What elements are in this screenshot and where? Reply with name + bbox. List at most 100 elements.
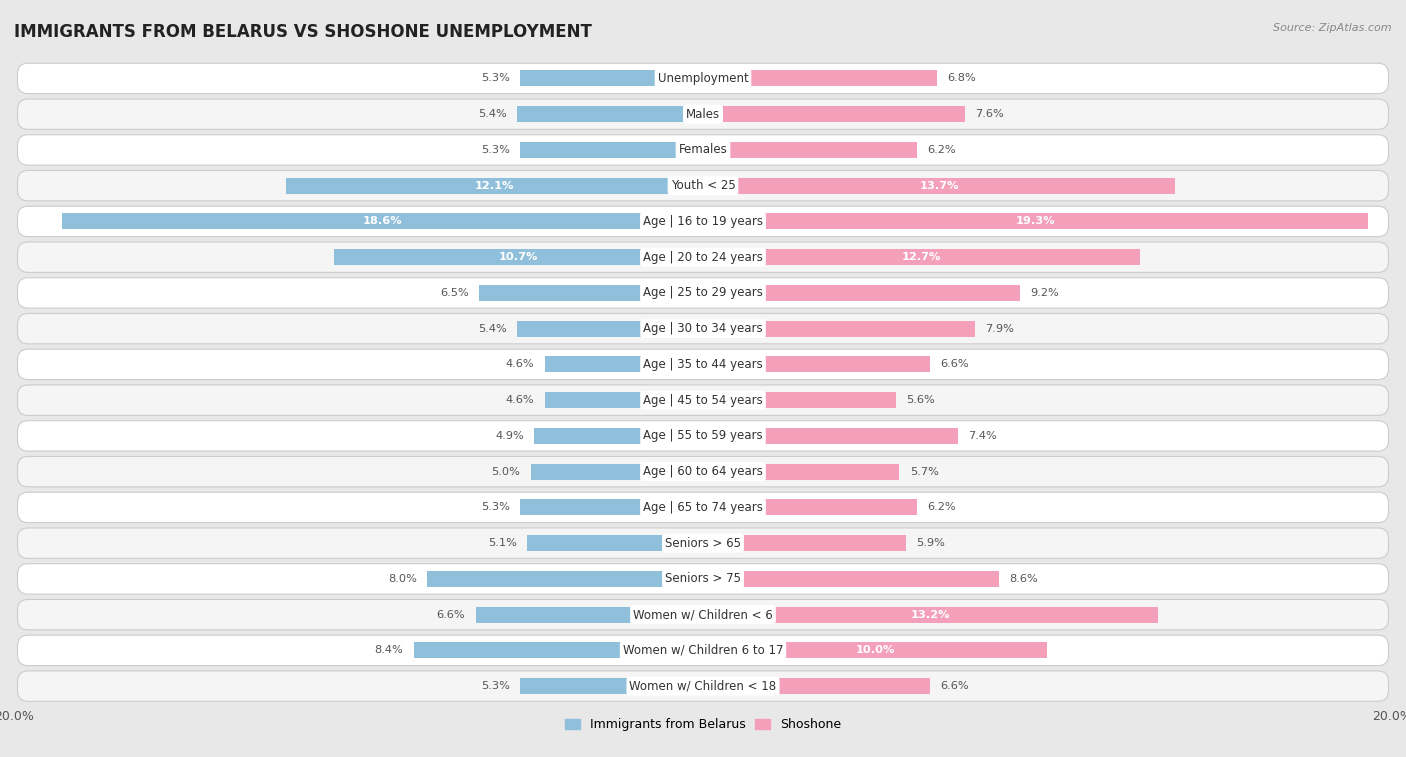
Text: Source: ZipAtlas.com: Source: ZipAtlas.com	[1274, 23, 1392, 33]
Text: Youth < 25: Youth < 25	[671, 179, 735, 192]
Text: Women w/ Children 6 to 17: Women w/ Children 6 to 17	[623, 644, 783, 657]
Bar	[517, 321, 703, 337]
Text: Women w/ Children < 6: Women w/ Children < 6	[633, 608, 773, 621]
Text: 4.6%: 4.6%	[506, 360, 534, 369]
Text: 18.6%: 18.6%	[363, 217, 402, 226]
Bar	[520, 678, 703, 694]
Text: 6.5%: 6.5%	[440, 288, 468, 298]
Text: 5.9%: 5.9%	[917, 538, 945, 548]
Text: 5.4%: 5.4%	[478, 324, 506, 334]
Text: 5.7%: 5.7%	[910, 466, 939, 477]
Text: 9.2%: 9.2%	[1031, 288, 1059, 298]
Bar	[703, 70, 938, 86]
FancyBboxPatch shape	[17, 635, 1389, 665]
Bar	[531, 463, 703, 480]
Bar	[703, 463, 900, 480]
FancyBboxPatch shape	[17, 206, 1389, 237]
FancyBboxPatch shape	[17, 64, 1389, 94]
Bar	[544, 392, 703, 408]
Bar	[703, 392, 896, 408]
Text: 10.0%: 10.0%	[855, 646, 896, 656]
Text: 19.3%: 19.3%	[1015, 217, 1056, 226]
Text: 5.1%: 5.1%	[488, 538, 517, 548]
Bar	[517, 106, 703, 122]
Bar	[703, 428, 957, 444]
Bar	[287, 178, 703, 194]
Bar	[527, 535, 703, 551]
Text: 12.1%: 12.1%	[475, 181, 515, 191]
FancyBboxPatch shape	[17, 99, 1389, 129]
Bar	[703, 213, 1368, 229]
Bar	[335, 249, 703, 265]
Text: 5.3%: 5.3%	[481, 681, 510, 691]
FancyBboxPatch shape	[17, 170, 1389, 201]
Bar	[703, 535, 907, 551]
Text: 5.3%: 5.3%	[481, 73, 510, 83]
FancyBboxPatch shape	[17, 564, 1389, 594]
FancyBboxPatch shape	[17, 492, 1389, 522]
Bar	[520, 500, 703, 516]
FancyBboxPatch shape	[17, 135, 1389, 165]
FancyBboxPatch shape	[17, 278, 1389, 308]
FancyBboxPatch shape	[17, 528, 1389, 559]
Text: Age | 60 to 64 years: Age | 60 to 64 years	[643, 465, 763, 478]
Text: 6.6%: 6.6%	[437, 609, 465, 620]
Text: 10.7%: 10.7%	[499, 252, 538, 262]
Text: 5.3%: 5.3%	[481, 503, 510, 512]
Bar	[703, 357, 931, 372]
FancyBboxPatch shape	[17, 313, 1389, 344]
Bar	[427, 571, 703, 587]
Text: 8.0%: 8.0%	[388, 574, 418, 584]
Text: 5.4%: 5.4%	[478, 109, 506, 119]
Bar	[703, 106, 965, 122]
Bar	[703, 178, 1175, 194]
Text: 7.4%: 7.4%	[969, 431, 997, 441]
Bar	[520, 70, 703, 86]
FancyBboxPatch shape	[17, 456, 1389, 487]
Text: 6.2%: 6.2%	[927, 145, 956, 155]
Text: 6.6%: 6.6%	[941, 681, 969, 691]
Text: Age | 25 to 29 years: Age | 25 to 29 years	[643, 286, 763, 300]
Bar	[703, 249, 1140, 265]
Text: Age | 45 to 54 years: Age | 45 to 54 years	[643, 394, 763, 407]
Text: 5.3%: 5.3%	[481, 145, 510, 155]
Bar	[520, 142, 703, 158]
Text: 6.8%: 6.8%	[948, 73, 976, 83]
Text: Women w/ Children < 18: Women w/ Children < 18	[630, 680, 776, 693]
Text: 6.6%: 6.6%	[941, 360, 969, 369]
Text: Age | 55 to 59 years: Age | 55 to 59 years	[643, 429, 763, 442]
Text: Age | 35 to 44 years: Age | 35 to 44 years	[643, 358, 763, 371]
Text: 4.6%: 4.6%	[506, 395, 534, 405]
Bar	[475, 606, 703, 623]
Bar	[544, 357, 703, 372]
Bar	[534, 428, 703, 444]
Bar	[479, 285, 703, 301]
Text: IMMIGRANTS FROM BELARUS VS SHOSHONE UNEMPLOYMENT: IMMIGRANTS FROM BELARUS VS SHOSHONE UNEM…	[14, 23, 592, 41]
Text: 12.7%: 12.7%	[903, 252, 942, 262]
Text: Seniors > 75: Seniors > 75	[665, 572, 741, 585]
FancyBboxPatch shape	[17, 671, 1389, 701]
Text: Males: Males	[686, 107, 720, 120]
Text: Unemployment: Unemployment	[658, 72, 748, 85]
Bar	[413, 643, 703, 659]
Text: Age | 65 to 74 years: Age | 65 to 74 years	[643, 501, 763, 514]
Bar	[703, 500, 917, 516]
Bar	[703, 321, 976, 337]
Text: 4.9%: 4.9%	[495, 431, 524, 441]
Text: 7.6%: 7.6%	[976, 109, 1004, 119]
Text: 5.0%: 5.0%	[492, 466, 520, 477]
Text: Age | 30 to 34 years: Age | 30 to 34 years	[643, 322, 763, 335]
FancyBboxPatch shape	[17, 242, 1389, 273]
Text: 6.2%: 6.2%	[927, 503, 956, 512]
Bar	[703, 571, 1000, 587]
Text: 5.6%: 5.6%	[907, 395, 935, 405]
Text: 13.7%: 13.7%	[920, 181, 959, 191]
Bar	[703, 285, 1019, 301]
FancyBboxPatch shape	[17, 421, 1389, 451]
Bar	[703, 643, 1047, 659]
Legend: Immigrants from Belarus, Shoshone: Immigrants from Belarus, Shoshone	[560, 713, 846, 737]
FancyBboxPatch shape	[17, 349, 1389, 379]
Bar	[703, 142, 917, 158]
Text: 7.9%: 7.9%	[986, 324, 1014, 334]
Text: 8.4%: 8.4%	[374, 646, 404, 656]
